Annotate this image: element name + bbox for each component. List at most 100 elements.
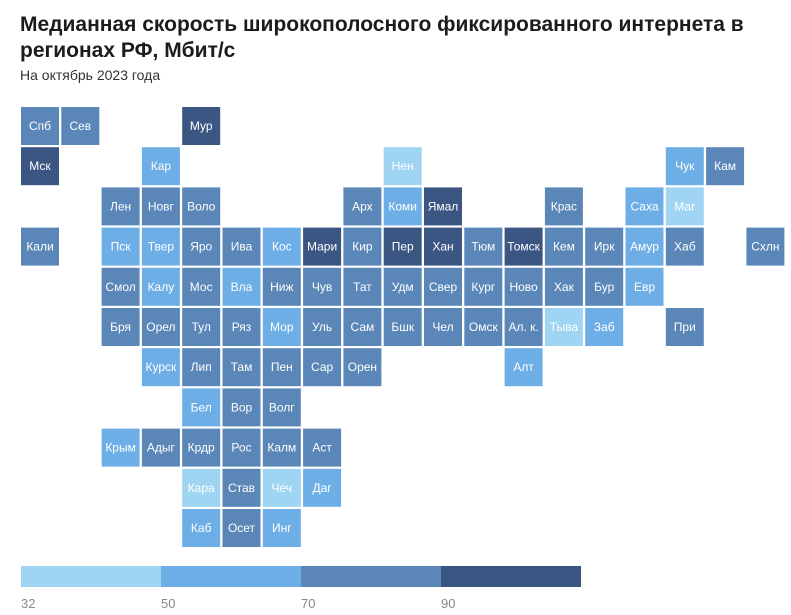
region-tile: Ива (222, 227, 261, 266)
region-tile: Вор (222, 388, 261, 427)
region-tile: Даг (303, 468, 342, 507)
region-tile-label: Адыг (147, 441, 176, 455)
region-tile-rect (101, 187, 140, 226)
region-tile: Каб (182, 509, 221, 547)
region-tile-label: Кир (352, 240, 373, 254)
region-tile: Ниж (262, 267, 301, 306)
region-tile-label: Ниж (270, 280, 293, 294)
region-tile-rect (383, 227, 422, 266)
region-tile-rect (21, 107, 59, 145)
region-tile-label: Орен (348, 360, 377, 374)
region-tile: Сар (303, 348, 342, 387)
region-tile-rect (182, 227, 221, 266)
region-tile-rect (383, 267, 422, 306)
region-tile-rect (101, 308, 140, 346)
region-tile: Маг (665, 187, 704, 226)
region-tile-rect (182, 267, 221, 306)
region-tile-label: Томск (507, 240, 540, 254)
region-tile-rect (303, 428, 342, 467)
region-tile-label: Тыва (550, 320, 579, 334)
region-tile: Пер (383, 227, 422, 266)
region-tile-label: Воло (187, 199, 216, 213)
region-tile-label: Бшк (391, 320, 415, 334)
region-tile: Алт (504, 348, 543, 387)
region-tile-label: Чел (432, 320, 453, 334)
region-tile: Спб (21, 107, 59, 145)
region-tile: Став (222, 468, 261, 507)
region-tile-label: Вор (231, 400, 253, 414)
region-tile: Ал. к. (504, 308, 543, 346)
region-tile-rect (504, 348, 543, 387)
region-tile-label: Волг (269, 400, 295, 414)
region-tile-rect (383, 308, 422, 346)
region-tile-rect (222, 348, 261, 387)
region-tile-label: Лип (191, 360, 212, 374)
region-tile: Заб (585, 308, 624, 346)
region-tile: Томск (504, 227, 543, 266)
region-tile: Чук (665, 147, 704, 186)
region-tile-label: Рос (231, 441, 251, 455)
region-tile: Новг (141, 187, 180, 226)
region-tile-label: Мор (270, 320, 294, 334)
region-tile-rect (343, 267, 382, 306)
region-tile: Твер (141, 227, 180, 266)
region-tile-rect (101, 428, 140, 467)
region-tile: Воло (182, 187, 221, 226)
region-tile: Ямал (424, 187, 462, 226)
region-tile-rect (262, 308, 301, 346)
region-tile-rect (464, 308, 503, 346)
region-tile-rect (665, 227, 704, 266)
region-tile-rect (625, 187, 664, 226)
region-tile: Схлн (746, 227, 785, 266)
region-tile-rect (101, 227, 140, 266)
region-tile-rect (222, 468, 261, 507)
region-tile-label: Тул (191, 320, 210, 334)
region-tile-label: Ирк (594, 240, 615, 254)
region-tile-label: Чеч (272, 481, 293, 495)
region-tile: Бур (585, 267, 624, 306)
region-tile-label: Ряз (232, 320, 252, 334)
region-tile-rect (262, 428, 301, 467)
legend-tick-label: 70 (301, 596, 315, 611)
region-tile-rect (21, 227, 59, 266)
region-tile: Бел (182, 388, 221, 427)
region-tile-label: Кург (471, 280, 496, 294)
region-tile-label: Евр (634, 280, 655, 294)
region-tile-rect (504, 267, 543, 306)
region-tile: Курск (141, 348, 180, 387)
region-tile-rect (141, 348, 180, 387)
region-tile-rect (544, 308, 583, 346)
region-tile: Крдр (182, 428, 221, 467)
region-tile-label: Став (228, 481, 255, 495)
region-tile: Пск (101, 227, 140, 266)
region-tile: Арх (343, 187, 382, 226)
region-tile-label: Схлн (751, 240, 779, 254)
region-tile: Омск (464, 308, 503, 346)
region-tile-label: Крым (105, 441, 136, 455)
region-tile-label: Даг (313, 481, 333, 495)
region-tile: Мос (182, 267, 221, 306)
region-tile-label: Чув (312, 280, 332, 294)
region-tile-rect (544, 187, 583, 226)
region-tile-label: Мари (307, 240, 337, 254)
region-tile-label: Хан (432, 240, 453, 254)
region-tile-rect (504, 308, 543, 346)
region-tile: Кали (21, 227, 59, 266)
region-tile-label: Калм (267, 441, 296, 455)
region-tile-rect (303, 468, 342, 507)
region-tile-label: Аст (312, 441, 332, 455)
region-tile-label: Орел (146, 320, 175, 334)
region-tile-label: Алт (513, 360, 534, 374)
region-tile: Ирк (585, 227, 624, 266)
region-tile-rect (424, 227, 462, 266)
region-tile: Крым (101, 428, 140, 467)
region-tile-label: Кам (714, 159, 736, 173)
region-tile-rect (383, 147, 422, 186)
region-tile-rect (262, 509, 301, 547)
region-tile-label: Крас (551, 199, 577, 213)
region-tile-label: Крдр (188, 441, 215, 455)
region-tile-label: Бур (594, 280, 614, 294)
region-tile: Чел (424, 308, 462, 346)
region-tile-rect (182, 348, 221, 387)
region-tile: Саха (625, 187, 664, 226)
